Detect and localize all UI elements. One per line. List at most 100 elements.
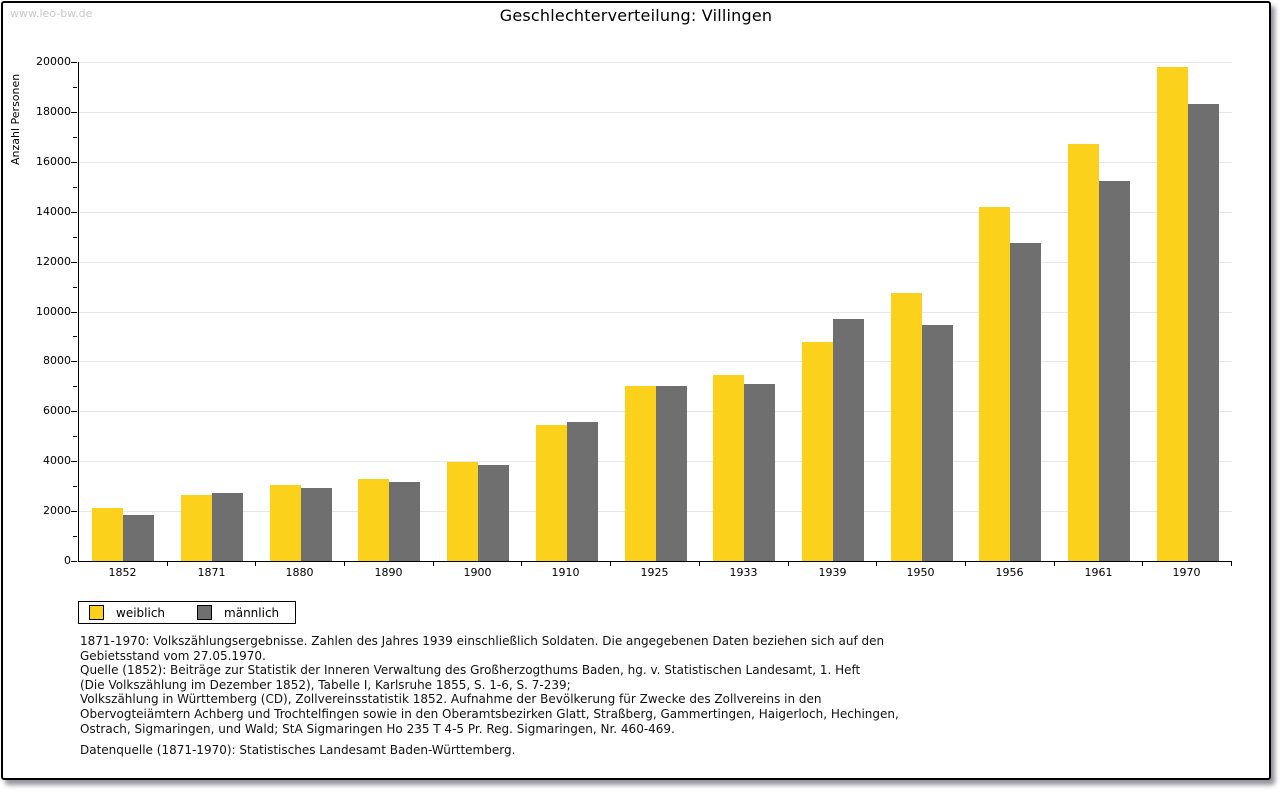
- grid-line: [79, 62, 1232, 63]
- x-axis-tick: [699, 562, 700, 566]
- grid-line: [79, 112, 1232, 113]
- y-major-tick: [71, 361, 77, 362]
- bar-weiblich-1880: [270, 485, 301, 561]
- grid-line: [79, 162, 1232, 163]
- y-major-tick: [71, 461, 77, 462]
- y-tick-label: 14000: [36, 205, 71, 218]
- grid-line: [79, 262, 1232, 263]
- bar-männlich-1939: [833, 319, 864, 561]
- x-axis-tick: [167, 562, 168, 566]
- legend-swatch-männlich: [197, 605, 213, 620]
- note-line: (Die Volkszählung im Dezember 1852), Tab…: [80, 677, 571, 692]
- data-source-note: Datenquelle (1871-1970): Statistisches L…: [80, 743, 516, 757]
- y-minor-tick: [73, 436, 77, 437]
- x-axis-tick: [788, 562, 789, 566]
- y-minor-tick: [73, 187, 77, 188]
- x-tick-label: 1956: [995, 566, 1024, 579]
- legend: weiblich männlich: [78, 601, 297, 624]
- y-major-tick: [71, 262, 77, 263]
- y-tick-label: 2000: [43, 504, 71, 517]
- y-minor-tick: [73, 137, 77, 138]
- bar-männlich-1871: [212, 493, 243, 561]
- bar-weiblich-1956: [979, 207, 1010, 561]
- x-tick-label: 1939: [818, 566, 847, 579]
- x-tick-label: 1852: [108, 566, 137, 579]
- grid-line: [79, 212, 1232, 213]
- plot-area: [78, 62, 1232, 562]
- x-tick-label: 1970: [1172, 566, 1201, 579]
- y-tick-label: 0: [64, 554, 71, 567]
- legend-label: männlich: [224, 605, 280, 620]
- bar-weiblich-1970: [1157, 67, 1188, 561]
- bar-männlich-1970: [1188, 104, 1219, 561]
- y-major-tick: [71, 312, 77, 313]
- y-major-tick: [71, 162, 77, 163]
- bar-weiblich-1910: [536, 425, 567, 561]
- y-major-tick: [71, 212, 77, 213]
- y-minor-tick: [73, 486, 77, 487]
- note-line: Volkszählung in Württemberg (CD), Zollve…: [80, 692, 822, 707]
- x-axis-tick: [1054, 562, 1055, 566]
- legend-label: weiblich: [116, 605, 166, 620]
- x-tick-label: 1871: [197, 566, 226, 579]
- note-line: 1871-1970: Volkszählungsergebnisse. Zahl…: [80, 634, 885, 648]
- y-tick-label: 4000: [43, 454, 71, 467]
- bar-männlich-1961: [1099, 181, 1130, 561]
- y-major-tick: [71, 62, 77, 63]
- y-minor-tick: [73, 287, 77, 288]
- grid-line: [79, 361, 1232, 362]
- grid-line: [79, 312, 1232, 313]
- x-tick-label: 1933: [729, 566, 758, 579]
- bar-weiblich-1890: [358, 479, 389, 561]
- y-tick-label: 18000: [36, 105, 71, 118]
- bar-weiblich-1871: [181, 495, 212, 561]
- y-major-tick: [71, 112, 77, 113]
- x-axis-tick: [965, 562, 966, 566]
- x-tick-label: 1950: [906, 566, 935, 579]
- legend-item-männlich: männlich: [197, 605, 279, 620]
- y-major-tick: [71, 561, 77, 562]
- y-minor-tick: [73, 336, 77, 337]
- x-axis-tick: [521, 562, 522, 566]
- note-line: Quelle (1852): Beiträge zur Statistik de…: [80, 663, 861, 678]
- bar-weiblich-1900: [447, 462, 478, 561]
- x-axis-tick: [433, 562, 434, 566]
- bar-weiblich-1950: [891, 293, 922, 561]
- legend-swatch-weiblich: [89, 605, 104, 620]
- y-major-tick: [71, 511, 77, 512]
- y-major-tick: [71, 411, 77, 412]
- bar-männlich-1900: [478, 465, 509, 561]
- bar-männlich-1880: [301, 488, 332, 561]
- bar-männlich-1925: [656, 386, 687, 561]
- bar-männlich-1950: [922, 325, 953, 561]
- bar-weiblich-1933: [713, 375, 744, 561]
- x-tick-label: 1900: [463, 566, 492, 579]
- x-axis-tick: [1142, 562, 1143, 566]
- x-axis-tick: [255, 562, 256, 566]
- y-tick-label: 16000: [36, 155, 71, 168]
- bar-männlich-1852: [123, 515, 154, 561]
- x-tick-label: 1961: [1084, 566, 1113, 579]
- legend-item-weiblich: weiblich: [89, 605, 165, 620]
- bar-männlich-1956: [1010, 243, 1041, 561]
- y-minor-tick: [73, 87, 77, 88]
- bar-männlich-1890: [389, 482, 420, 561]
- y-tick-label: 20000: [36, 55, 71, 68]
- x-tick-label: 1880: [285, 566, 314, 579]
- x-tick-label: 1890: [374, 566, 403, 579]
- source-notes: 1871-1970: Volkszählungsergebnisse. Zahl…: [80, 634, 899, 736]
- x-axis-tick: [344, 562, 345, 566]
- y-axis-title: Anzahl Personen: [9, 73, 22, 165]
- x-axis-tick: [610, 562, 611, 566]
- y-tick-label: 10000: [36, 305, 71, 318]
- y-tick-label: 6000: [43, 404, 71, 417]
- note-line: Obervogteiämtern Achberg und Trochtelfin…: [80, 706, 899, 721]
- x-axis-tick: [876, 562, 877, 566]
- y-tick-label: 8000: [43, 354, 71, 367]
- page-frame: www.leo-bw.de Geschlechterverteilung: Vi…: [1, 1, 1271, 780]
- bar-weiblich-1925: [625, 386, 656, 561]
- bar-weiblich-1961: [1068, 144, 1099, 561]
- bar-männlich-1933: [744, 384, 775, 561]
- x-axis-tick: [1231, 562, 1232, 566]
- y-minor-tick: [73, 386, 77, 387]
